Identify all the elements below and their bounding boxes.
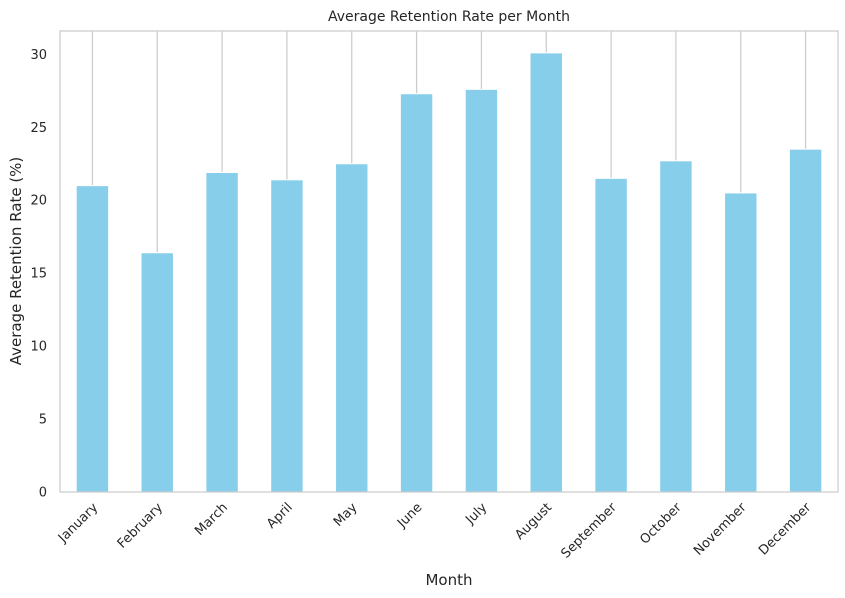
bar-january (75, 185, 110, 493)
chart-title: Average Retention Rate per Month (328, 9, 570, 25)
x-tick-label-october: October (637, 500, 685, 548)
y-axis-label: Average Retention Rate (%) (7, 157, 25, 366)
x-tick-label-september: September (558, 500, 620, 562)
y-tick-label-15: 15 (30, 267, 47, 282)
bar-june (399, 93, 434, 493)
bar-september (594, 177, 628, 493)
x-tick-label-april: April (264, 500, 296, 532)
x-tick-label-july: July (462, 500, 490, 528)
x-tick-label-february: February (115, 500, 167, 552)
bar-august (529, 52, 563, 493)
y-tick-label-25: 25 (30, 121, 47, 136)
y-tick-label-5: 5 (39, 413, 47, 428)
y-tick-label-20: 20 (30, 194, 47, 209)
x-axis-label: Month (425, 571, 472, 589)
x-tick-label-december: December (756, 500, 815, 559)
x-tick-label-august: August (512, 500, 555, 543)
bars (75, 52, 823, 493)
y-tick-labels: 0 5 10 15 20 25 30 (30, 48, 47, 501)
x-tick-label-june: June (394, 500, 425, 531)
x-tick-label-march: March (192, 500, 231, 539)
bar-july (464, 88, 499, 493)
bar-april (270, 179, 304, 493)
grid-lines (91, 31, 807, 492)
x-tick-label-may: May (331, 500, 361, 530)
x-tick-label-november: November (691, 500, 750, 559)
bar-november (724, 192, 758, 493)
bar-may (335, 163, 369, 493)
x-tick-label-january: January (55, 500, 101, 546)
bar-march (205, 172, 239, 493)
bar-october (659, 160, 693, 493)
y-tick-label-10: 10 (30, 340, 47, 355)
y-tick-label-0: 0 (39, 486, 47, 501)
y-tick-label-30: 30 (30, 48, 47, 63)
plot-frame (59, 30, 839, 493)
x-tick-labels: January February March April May June July Augu… (55, 500, 815, 562)
bar-february (140, 252, 174, 493)
bar-december (788, 148, 823, 493)
